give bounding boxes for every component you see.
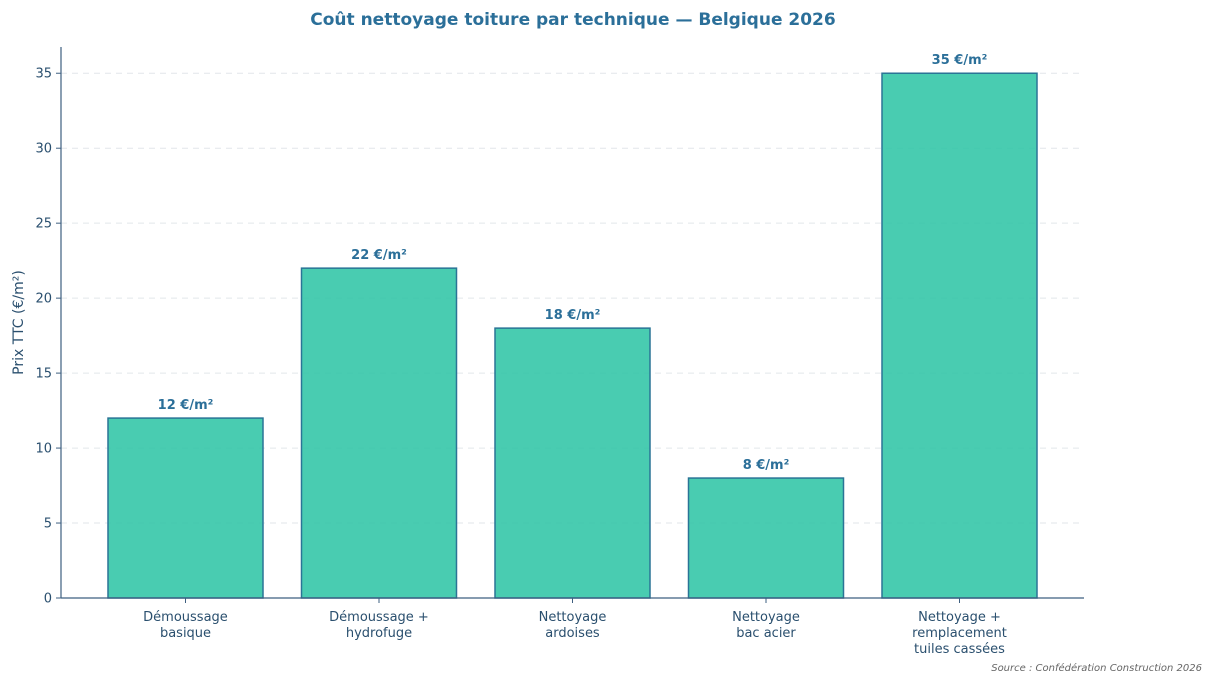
y-tick-label: 10 [35, 442, 52, 457]
bar-value-label: 18 €/m² [545, 308, 601, 323]
bars [107, 72, 1038, 599]
source-note: Source : Confédération Construction 2026 [991, 662, 1202, 674]
bar [881, 72, 1038, 599]
y-tick-label: 5 [44, 517, 52, 532]
y-tick-label: 0 [44, 592, 52, 607]
y-ticks: 0 5 10 15 20 25 30 35 [35, 67, 61, 607]
x-category-label-line: Nettoyage [732, 610, 800, 625]
x-category-label-line: remplacement [912, 626, 1007, 641]
x-category-label-line: Démoussage + [329, 610, 429, 625]
x-category-label-line: hydrofuge [346, 626, 412, 641]
x-category-label: Nettoyage + remplacement tuiles cassées [912, 610, 1007, 657]
x-category-label-line: tuiles cassées [914, 642, 1005, 657]
x-category-labels: Démoussage basique Démoussage + hydrofuge Ne… [143, 598, 1007, 657]
x-category-label-line: Démoussage [143, 610, 228, 625]
x-category-label: Démoussage basique [143, 610, 228, 641]
bar [494, 327, 651, 599]
x-category-label: Nettoyage bac acier [732, 610, 800, 641]
x-category-label-line: ardoises [545, 626, 600, 641]
bar-value-label: 22 €/m² [351, 248, 407, 263]
y-axis-label: Prix TTC (€/m²) [11, 270, 27, 375]
chart-title: Coût nettoyage toiture par technique — B… [310, 10, 835, 30]
y-tick-label: 30 [35, 142, 52, 157]
bar [687, 477, 845, 599]
y-tick-label: 15 [35, 367, 52, 382]
bar-value-label: 12 €/m² [158, 398, 214, 413]
data-labels: 12 €/m² 22 €/m² 18 €/m² 8 €/m² 35 €/m² [158, 53, 988, 473]
bar [107, 417, 264, 599]
y-tick-label: 35 [35, 67, 52, 82]
x-category-label-line: basique [160, 626, 211, 641]
bar [300, 267, 458, 599]
x-category-label-line: Nettoyage + [918, 610, 1001, 625]
y-tick-label: 20 [35, 292, 52, 307]
x-category-label-line: bac acier [736, 626, 796, 641]
bar-value-label: 8 €/m² [743, 458, 790, 473]
x-category-label: Nettoyage ardoises [539, 610, 607, 641]
x-category-label-line: Nettoyage [539, 610, 607, 625]
bar-value-label: 35 €/m² [932, 53, 988, 68]
y-tick-label: 25 [35, 217, 52, 232]
x-category-label: Démoussage + hydrofuge [329, 610, 429, 641]
